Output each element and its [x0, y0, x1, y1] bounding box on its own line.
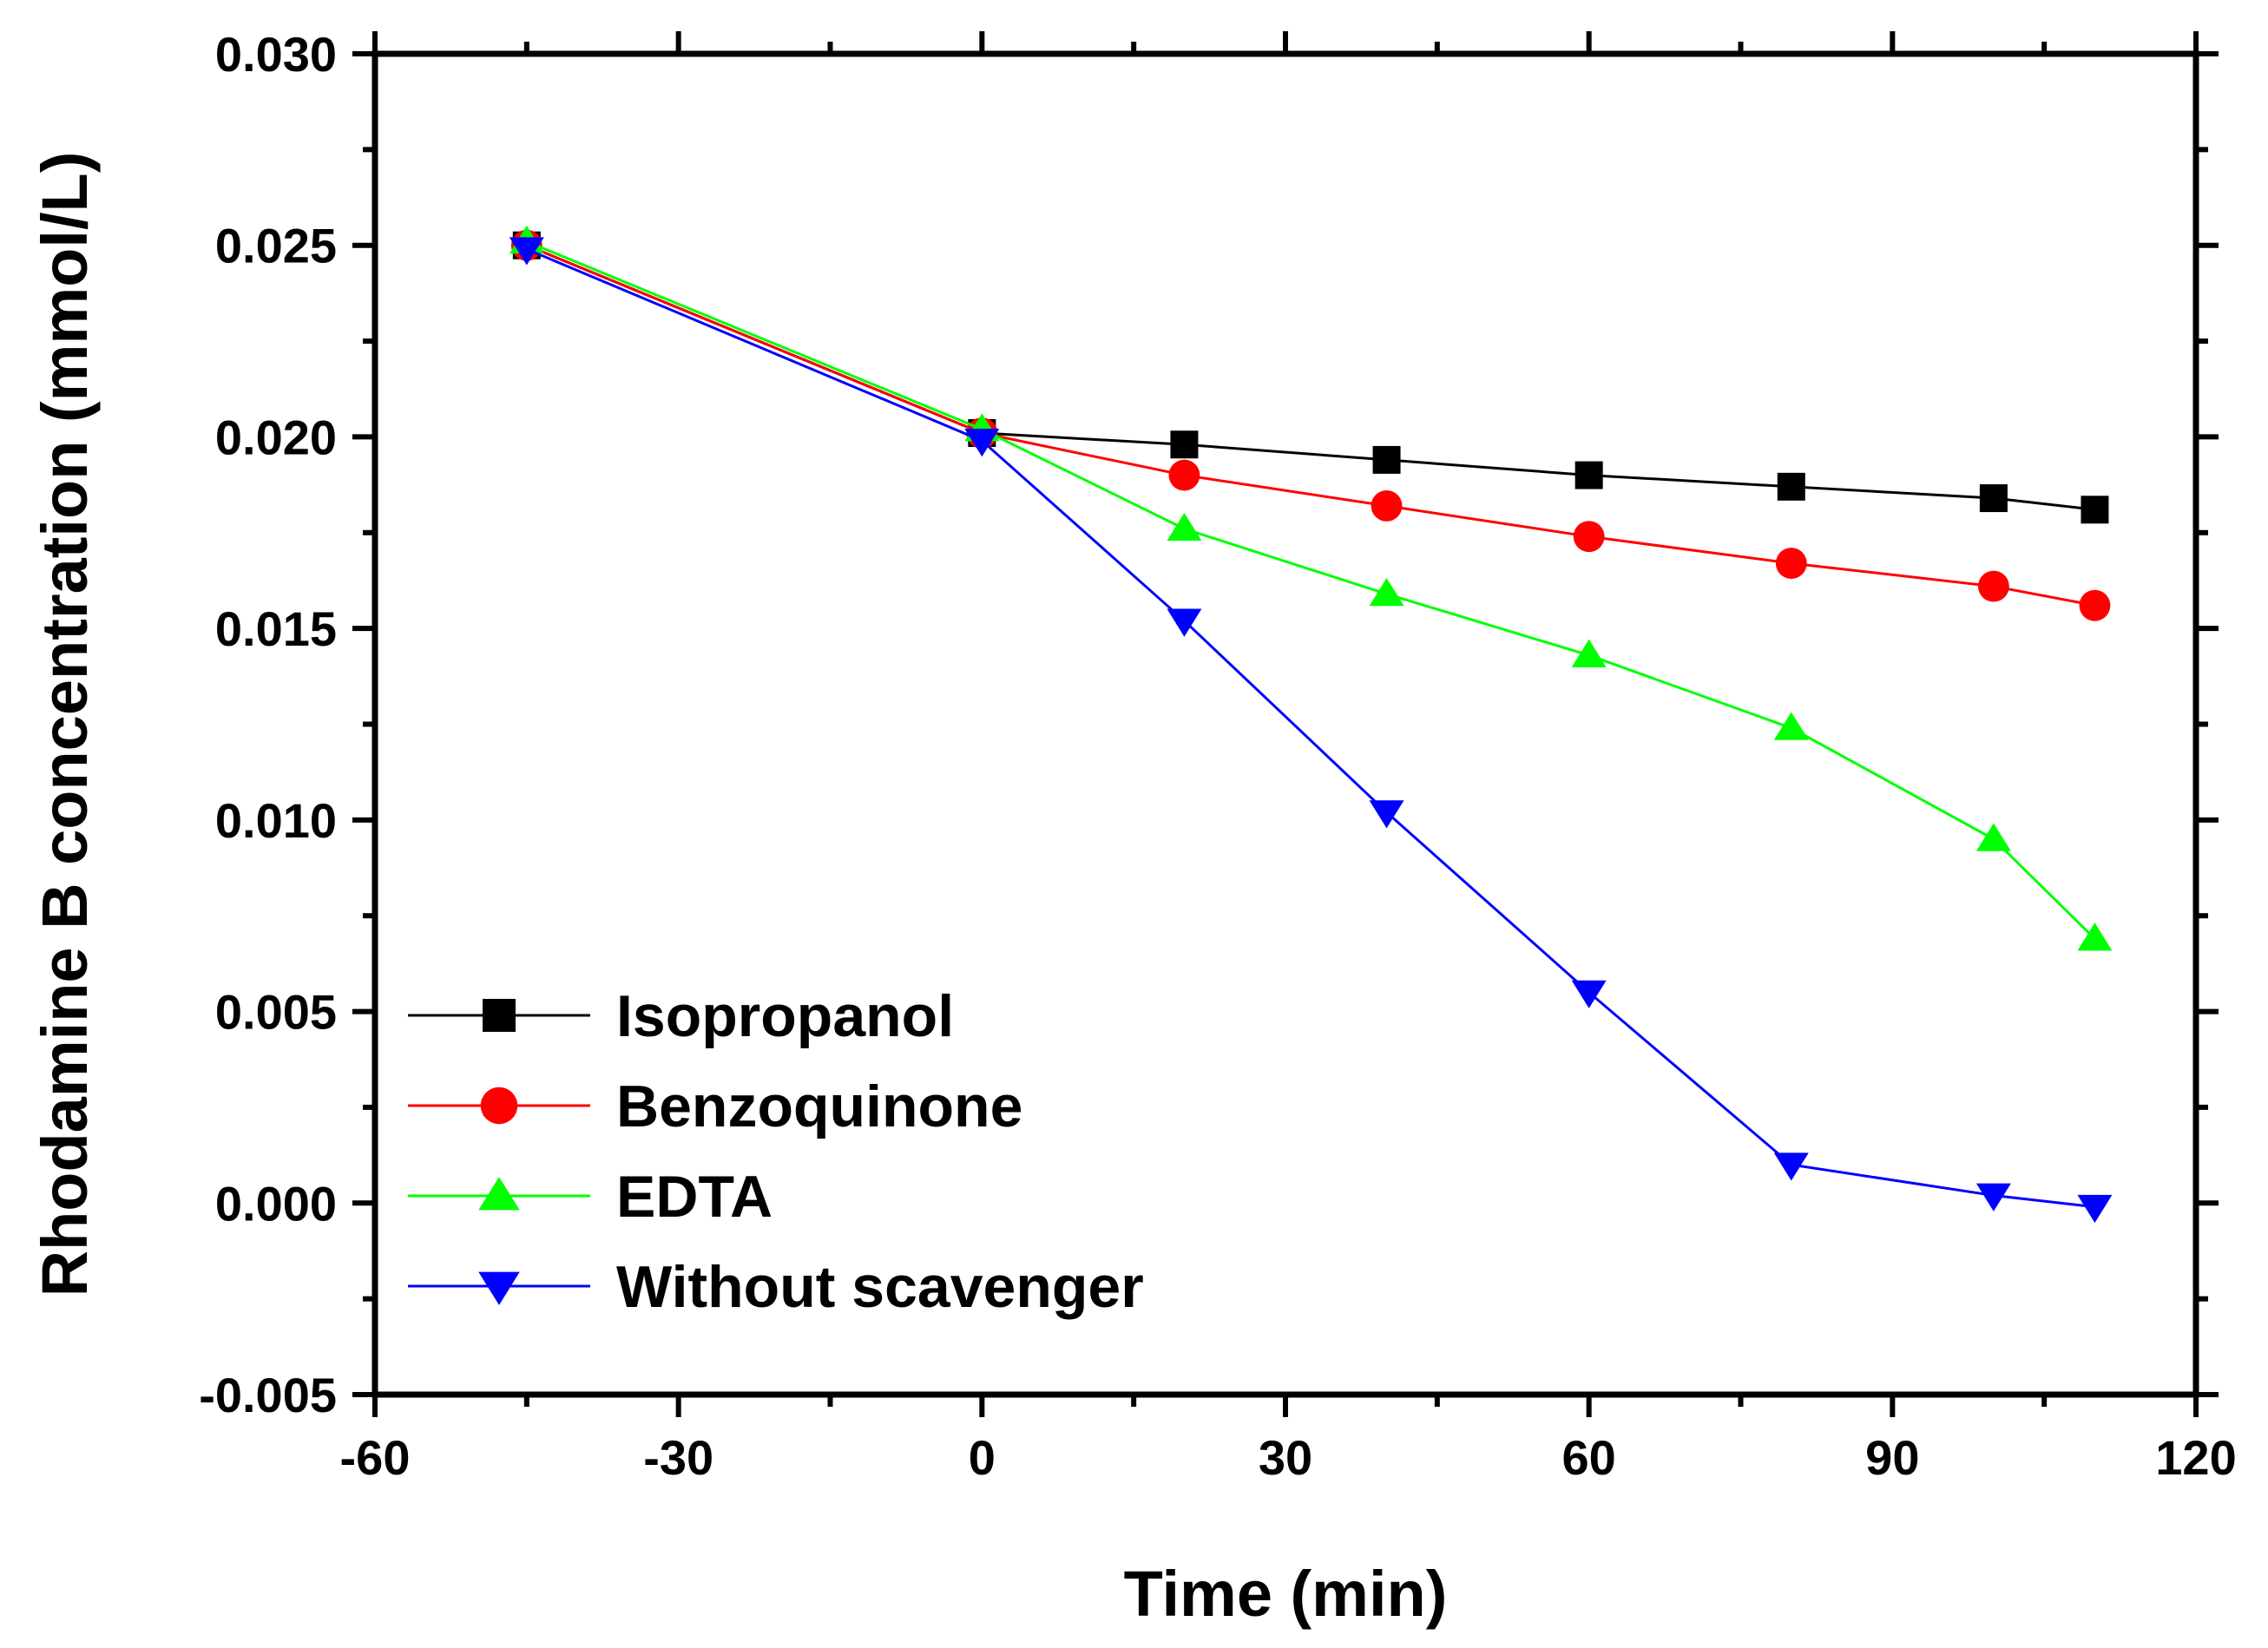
data-point: [1371, 489, 1403, 522]
y-tick-label: -0.005: [199, 1368, 337, 1422]
y-tick-label: 0.020: [215, 410, 337, 464]
legend-entry: Without scavenger: [408, 1254, 1144, 1320]
x-tick-label: -60: [340, 1430, 411, 1485]
legend-entry: EDTA: [408, 1164, 772, 1230]
legend-marker: [480, 1087, 518, 1125]
x-tick-label: 60: [1562, 1430, 1616, 1485]
data-point: [2081, 496, 2109, 524]
series-line: [526, 244, 2095, 511]
y-tick-label: 0.010: [215, 793, 337, 848]
data-point: [2079, 589, 2111, 621]
legend-marker: [478, 1271, 520, 1305]
data-point: [1977, 570, 2009, 602]
data-point: [1775, 548, 1807, 580]
y-tick-label: 0.015: [215, 601, 337, 656]
data-point: [1975, 823, 2011, 851]
data-point: [2077, 922, 2113, 951]
series-benzoquinone: [510, 229, 2111, 621]
y-tick-label: 0.005: [215, 985, 337, 1040]
data-point: [1372, 445, 1401, 474]
data-point: [1979, 484, 2008, 513]
data-point: [1167, 608, 1202, 637]
x-tick-label: -30: [643, 1430, 713, 1485]
series-layer: [509, 225, 2113, 1224]
data-point: [1975, 1183, 2011, 1211]
axes: -60 -30 0 30 60 90 120 -0.005 0.000 0.005 0.010 0.0…: [199, 27, 2237, 1485]
legend-label: Benzoquinone: [616, 1073, 1022, 1139]
x-tick-label: 0: [969, 1430, 996, 1485]
y-tick-label: 0.030: [215, 27, 337, 82]
data-point: [1574, 461, 1603, 489]
series-line: [526, 244, 2095, 607]
series-isopropanol: [512, 231, 2109, 524]
data-point: [1167, 512, 1202, 542]
x-axis-title: Time (min): [1124, 1558, 1448, 1630]
legend-marker: [478, 1177, 520, 1211]
legend: Isopropanol Benzoquinone EDTA Without scave…: [408, 983, 1144, 1320]
series-line: [526, 240, 2096, 940]
data-point: [1170, 430, 1199, 459]
data-point: [2077, 1194, 2113, 1224]
series-line: [526, 247, 2095, 1209]
y-axis-title: Rhodamine B concentration (mmol/L): [29, 152, 101, 1297]
x-tick-label: 120: [2155, 1430, 2236, 1485]
data-point: [1369, 800, 1404, 829]
data-point: [1773, 712, 1809, 740]
legend-marker: [483, 999, 516, 1032]
data-point: [1571, 639, 1607, 667]
y-tick-label: 0.000: [215, 1176, 337, 1231]
data-point: [509, 237, 544, 266]
series-edta: [509, 225, 2113, 951]
data-point: [1573, 521, 1605, 553]
data-point: [1773, 1152, 1809, 1181]
series-without-scavenger: [509, 237, 2113, 1224]
legend-entry: Isopropanol: [408, 983, 954, 1049]
data-point: [1168, 459, 1200, 491]
legend-label: EDTA: [616, 1164, 772, 1230]
legend-label: Without scavenger: [616, 1254, 1144, 1320]
data-point: [1777, 472, 1805, 501]
legend-label: Isopropanol: [616, 983, 954, 1049]
data-point: [1571, 980, 1607, 1008]
data-point: [1369, 578, 1404, 607]
data-point: [964, 429, 1000, 457]
x-tick-label: 90: [1865, 1430, 1919, 1485]
y-tick-label: 0.025: [215, 219, 337, 273]
legend-entry: Benzoquinone: [408, 1073, 1022, 1139]
x-tick-label: 30: [1259, 1430, 1312, 1485]
